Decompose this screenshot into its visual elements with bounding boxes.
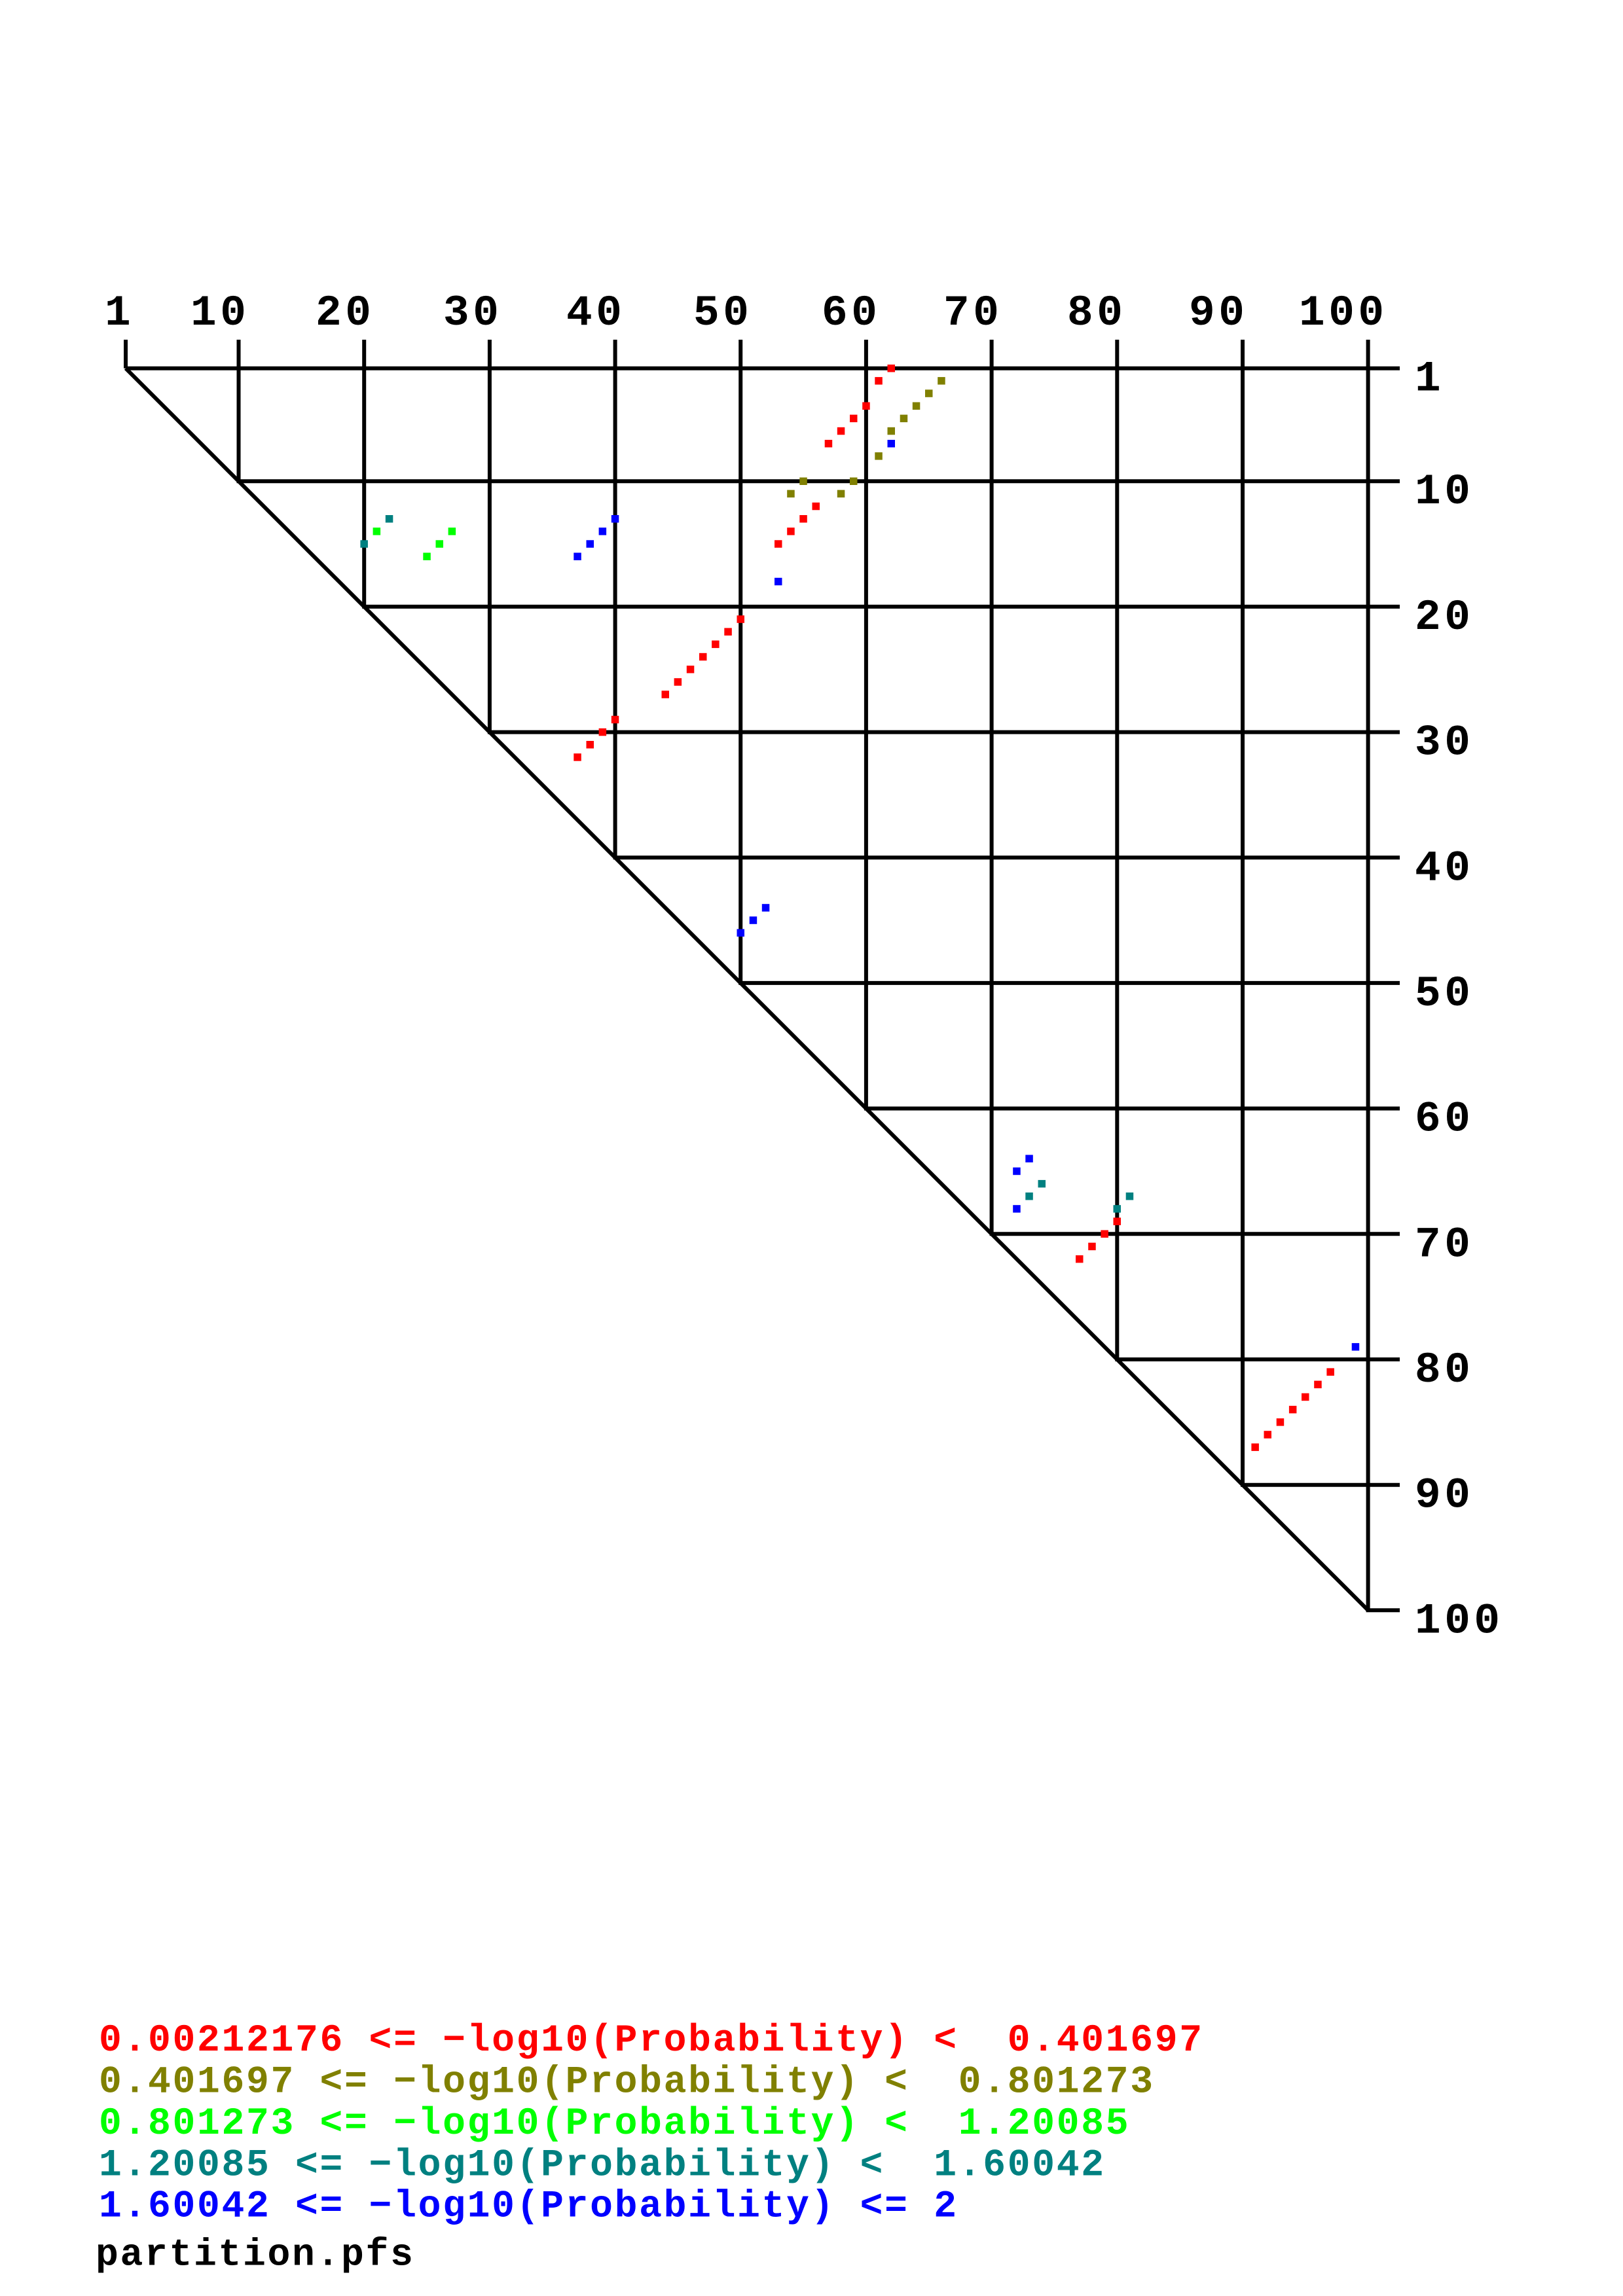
svg-text:50: 50 xyxy=(1415,969,1474,1018)
svg-text:80: 80 xyxy=(1067,289,1126,338)
svg-text:90: 90 xyxy=(1189,289,1248,338)
svg-text:0.00212176 <= −log10(Probabili: 0.00212176 <= −log10(Probability) < 0.40… xyxy=(99,2020,1204,2062)
svg-text:70: 70 xyxy=(1415,1220,1474,1269)
svg-text:10: 10 xyxy=(191,289,249,338)
svg-text:60: 60 xyxy=(822,289,881,338)
svg-text:1: 1 xyxy=(1415,355,1444,404)
svg-text:50: 50 xyxy=(693,289,752,338)
svg-text:1.20085 <= −log10(Probability): 1.20085 <= −log10(Probability) < 1.60042 xyxy=(99,2144,1106,2187)
svg-text:1: 1 xyxy=(105,289,134,338)
svg-text:0.401697 <= −log10(Probability: 0.401697 <= −log10(Probability) < 0.8012… xyxy=(99,2062,1155,2104)
svg-text:90: 90 xyxy=(1415,1471,1474,1520)
svg-text:partition.pfs: partition.pfs xyxy=(96,2234,415,2276)
svg-text:40: 40 xyxy=(566,289,625,338)
svg-text:60: 60 xyxy=(1415,1095,1474,1144)
svg-text:20: 20 xyxy=(316,289,374,338)
svg-text:40: 40 xyxy=(1415,844,1474,893)
svg-text:30: 30 xyxy=(1415,719,1474,768)
svg-text:0.801273 <= −log10(Probability: 0.801273 <= −log10(Probability) < 1.2008… xyxy=(99,2103,1130,2145)
svg-text:100: 100 xyxy=(1299,289,1388,338)
svg-text:80: 80 xyxy=(1415,1346,1474,1395)
svg-text:20: 20 xyxy=(1415,593,1474,642)
svg-text:100: 100 xyxy=(1415,1596,1504,1645)
svg-text:10: 10 xyxy=(1415,467,1474,516)
svg-text:70: 70 xyxy=(943,289,1002,338)
svg-text:30: 30 xyxy=(443,289,502,338)
svg-text:1.60042 <= −log10(Probability): 1.60042 <= −log10(Probability) <= 2 xyxy=(99,2186,958,2229)
